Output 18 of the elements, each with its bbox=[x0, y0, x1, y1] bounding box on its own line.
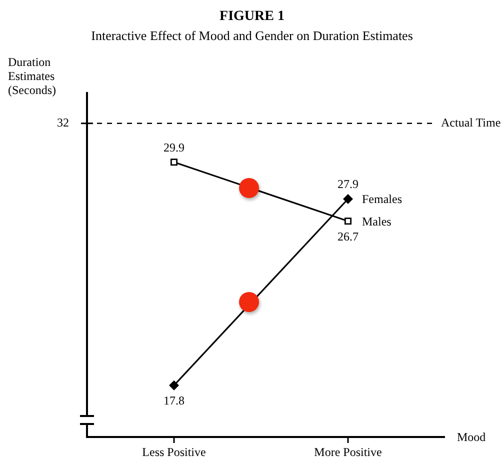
point bbox=[344, 218, 352, 225]
x-axis-title: Mood bbox=[457, 430, 486, 444]
text: 32 bbox=[57, 116, 69, 130]
data-label: 17.8 bbox=[164, 394, 184, 408]
data-label: 29.9 bbox=[164, 140, 184, 154]
y-axis-title: Duration Estimates (Seconds) bbox=[8, 55, 56, 97]
chart-subtitle: Interactive Effect of Mood and Gender on Duration Estimates bbox=[91, 28, 413, 43]
data-label: 27.9 bbox=[338, 177, 358, 192]
ref-line-label: Actual Time bbox=[441, 116, 501, 130]
x-tick-label: More Positive bbox=[314, 445, 382, 460]
point bbox=[343, 194, 353, 204]
x-tick-label: Less Positive bbox=[142, 445, 206, 460]
point bbox=[169, 380, 179, 390]
chart-title: FIGURE 1 bbox=[220, 9, 284, 24]
point bbox=[170, 158, 178, 166]
data-label: 26.7 bbox=[338, 229, 358, 244]
series-label: Females bbox=[362, 192, 402, 206]
series-label: Males bbox=[362, 214, 392, 228]
